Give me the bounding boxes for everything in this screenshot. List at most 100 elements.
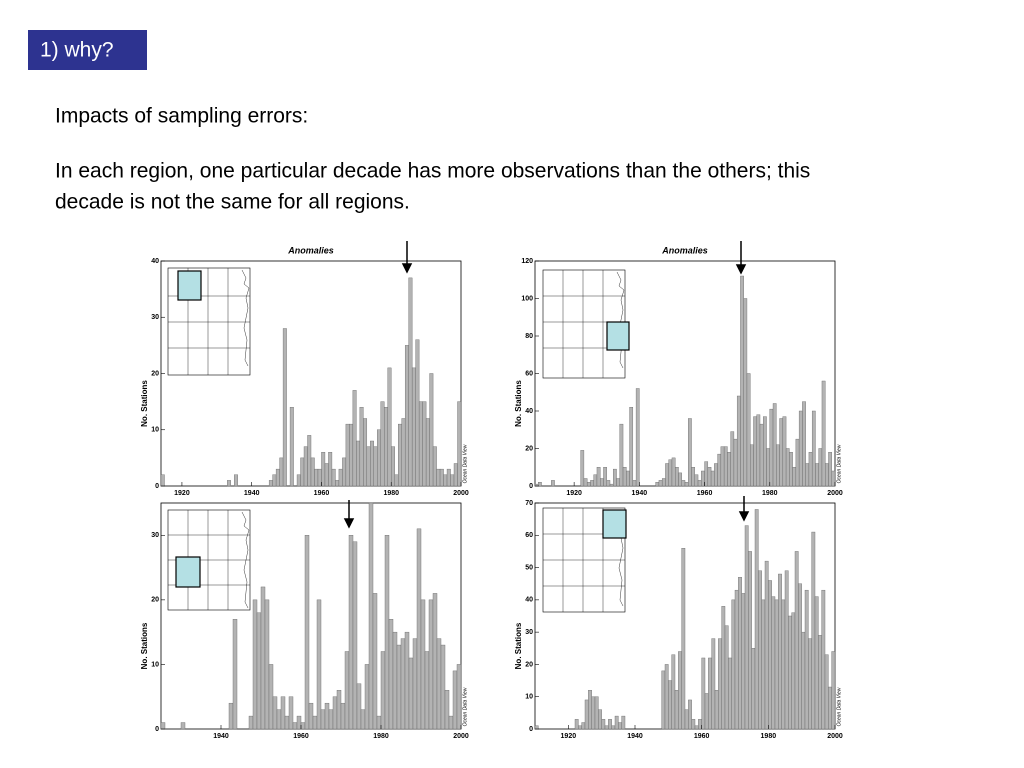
bar	[691, 719, 696, 730]
bar	[674, 690, 679, 730]
bar	[792, 467, 797, 487]
bar	[728, 657, 732, 730]
bar	[731, 599, 736, 730]
annotation: Ocean Data View	[836, 687, 842, 726]
bar	[772, 403, 777, 487]
bar	[596, 467, 601, 487]
bar	[538, 482, 542, 487]
bar	[694, 725, 699, 730]
bar	[384, 535, 390, 730]
bar	[678, 472, 682, 487]
x-tick-label: 1980	[761, 733, 777, 740]
bar	[444, 690, 450, 730]
bar	[718, 638, 722, 730]
bar	[784, 570, 789, 730]
bar	[723, 446, 728, 487]
bar	[825, 463, 829, 487]
bar	[758, 570, 762, 730]
bar	[691, 467, 695, 487]
x-tick-label: 2000	[827, 490, 843, 497]
bar	[436, 468, 441, 487]
bar	[404, 345, 409, 487]
bar	[581, 722, 586, 730]
bar	[160, 474, 165, 487]
bar	[352, 541, 358, 730]
bar	[754, 509, 759, 730]
bar	[336, 690, 342, 730]
bar	[736, 395, 741, 487]
x-tick-label: 1980	[383, 490, 399, 497]
bar	[814, 596, 819, 730]
bar	[688, 418, 692, 487]
bar	[392, 631, 398, 730]
bar	[373, 446, 378, 487]
bar	[594, 696, 599, 730]
y-tick-label: 20	[525, 661, 533, 668]
bar	[360, 709, 366, 730]
bar	[684, 482, 689, 487]
bar	[821, 589, 826, 730]
x-tick-label: 2000	[453, 490, 469, 497]
y-tick-label: 20	[525, 445, 533, 452]
y-tick-label: 0	[155, 726, 159, 733]
bar	[380, 651, 386, 730]
bar	[600, 478, 604, 487]
bar	[400, 638, 406, 730]
bar	[621, 715, 626, 730]
bar	[678, 651, 682, 730]
x-tick-label: 1960	[694, 733, 710, 740]
bar	[831, 470, 836, 487]
bar	[398, 423, 402, 487]
bar	[180, 722, 186, 730]
bar	[370, 440, 374, 487]
bar	[376, 715, 382, 730]
bar	[684, 709, 689, 730]
body-text: Impacts of sampling errors:	[55, 105, 308, 128]
bar	[280, 696, 286, 730]
bar	[750, 444, 754, 487]
bar	[776, 444, 780, 487]
bar	[296, 474, 301, 487]
bar	[751, 648, 756, 730]
annotation: Ocean Data View	[462, 444, 468, 483]
bar	[779, 418, 784, 487]
bar	[342, 457, 347, 487]
bar	[808, 452, 813, 487]
x-tick-label: 2000	[453, 733, 469, 740]
bar	[422, 401, 427, 487]
bar	[635, 388, 640, 487]
bar	[608, 719, 612, 730]
bar	[377, 429, 381, 487]
bar	[580, 450, 585, 487]
bar	[604, 725, 609, 730]
bar	[578, 725, 582, 730]
bar	[252, 599, 258, 730]
bar	[818, 635, 822, 730]
bar	[798, 410, 803, 487]
bar	[340, 702, 346, 730]
y-tick-label: 70	[525, 500, 533, 507]
bar	[272, 696, 278, 730]
bar	[348, 535, 354, 730]
bar	[655, 482, 660, 487]
bar	[782, 416, 787, 487]
bar	[432, 446, 437, 487]
bar	[764, 560, 769, 730]
bar	[708, 657, 712, 730]
bar	[710, 470, 715, 487]
bar	[588, 690, 592, 730]
bar	[331, 468, 336, 487]
bar	[746, 373, 751, 487]
bar	[288, 696, 294, 730]
y-tick-label: 60	[525, 370, 533, 377]
bar	[805, 463, 810, 487]
bar	[264, 599, 270, 730]
bar	[801, 631, 806, 730]
bar	[781, 599, 786, 730]
bar	[160, 722, 166, 730]
bar	[268, 480, 273, 487]
bar	[753, 416, 757, 487]
bar	[734, 589, 739, 730]
bar	[791, 612, 796, 730]
bar	[730, 431, 735, 487]
